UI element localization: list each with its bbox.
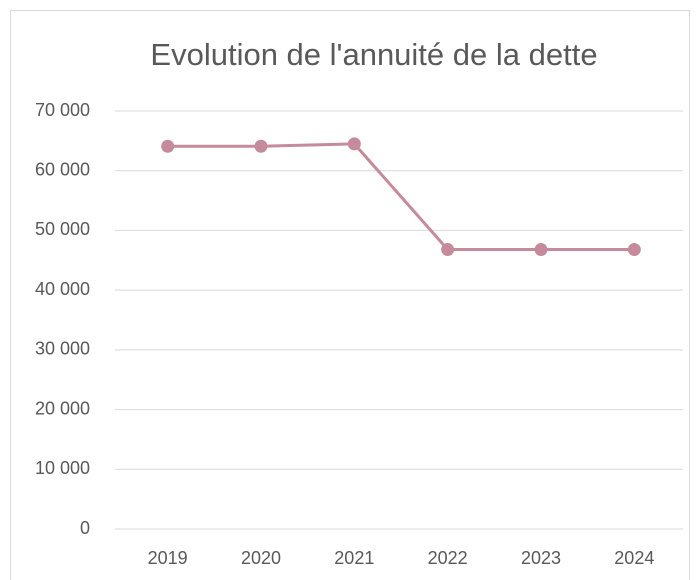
- chart-frame: [10, 10, 690, 580]
- y-tick-label: 40 000: [35, 279, 90, 299]
- y-tick-label: 30 000: [35, 339, 90, 359]
- x-tick-label: 2021: [334, 548, 374, 568]
- x-tick-label: 2023: [521, 548, 561, 568]
- x-tick-label: 2019: [148, 548, 188, 568]
- y-tick-label: 70 000: [35, 100, 90, 120]
- data-point: [347, 137, 361, 151]
- data-point: [161, 139, 175, 153]
- y-tick-label: 50 000: [35, 219, 90, 239]
- data-point: [441, 243, 455, 257]
- x-tick-label: 2020: [241, 548, 281, 568]
- data-point: [254, 139, 268, 153]
- y-tick-label: 20 000: [35, 398, 90, 418]
- y-tick-label: 0: [80, 518, 90, 538]
- series-line: [167, 142, 635, 252]
- data-point: [627, 243, 641, 257]
- chart-title: Evolution de l'annuité de la dette: [150, 37, 597, 72]
- x-tick-label: 2022: [428, 548, 468, 568]
- y-tick-label: 10 000: [35, 458, 90, 478]
- y-tick-label: 60 000: [35, 159, 90, 179]
- data-point: [534, 243, 548, 257]
- x-tick-label: 2024: [614, 548, 654, 568]
